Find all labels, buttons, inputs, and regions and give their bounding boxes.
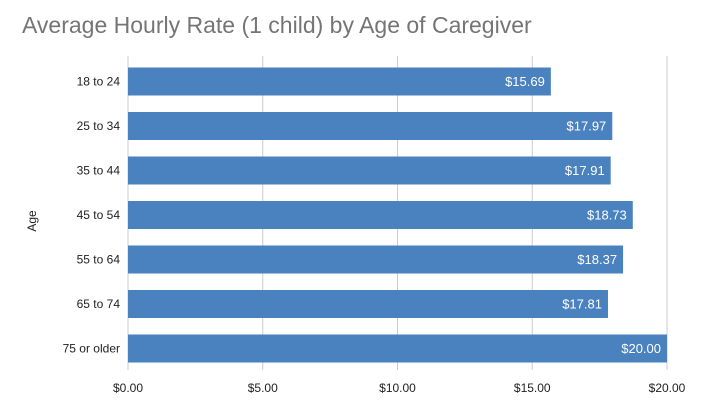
x-tick-labels: $0.00 $5.00 $10.00 $15.00 $20.00: [113, 381, 686, 395]
data-label: $15.69: [505, 74, 545, 89]
bar: [128, 245, 624, 274]
x-tick-label: $20.00: [649, 381, 686, 395]
category-label: 18 to 24: [77, 75, 121, 89]
bar: [128, 67, 551, 96]
category-labels: 18 to 24 25 to 34 35 to 44 45 to 54 55 to 64…: [63, 75, 121, 356]
data-labels: $15.69 $17.97 $17.91 $18.73 $18.37 $17.81 $20.…: [505, 74, 661, 356]
bar: [128, 156, 611, 185]
x-tick-label: $10.00: [379, 381, 416, 395]
x-tick-label: $5.00: [248, 381, 278, 395]
category-label: 25 to 34: [77, 119, 121, 133]
category-label: 35 to 44: [77, 164, 121, 178]
x-tick-label: $0.00: [113, 381, 143, 395]
category-label: 65 to 74: [77, 297, 121, 311]
data-label: $18.73: [587, 208, 627, 223]
data-label: $17.97: [567, 119, 607, 134]
bar: [128, 112, 613, 140]
bar: [128, 334, 667, 363]
category-label: 75 or older: [63, 342, 120, 356]
data-label: $17.91: [565, 163, 605, 178]
bars: [128, 67, 667, 363]
data-label: $17.81: [562, 297, 602, 312]
data-label: $20.00: [621, 341, 661, 356]
category-label: 45 to 54: [77, 208, 121, 222]
bar: [128, 290, 608, 318]
x-tick-label: $15.00: [514, 381, 551, 395]
chart-title: Average Hourly Rate (1 child) by Age of …: [22, 12, 532, 38]
data-label: $18.37: [577, 252, 617, 267]
category-label: 55 to 64: [77, 253, 121, 267]
bar: [128, 201, 633, 229]
